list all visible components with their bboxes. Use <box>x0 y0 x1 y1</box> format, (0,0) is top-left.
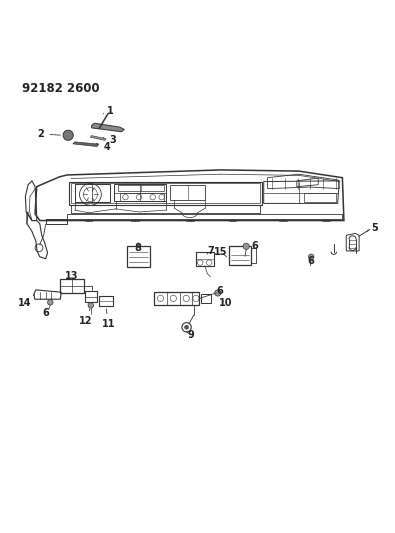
Text: 4: 4 <box>96 142 111 151</box>
Circle shape <box>214 290 221 296</box>
Text: 13: 13 <box>64 271 78 281</box>
Text: 11: 11 <box>102 309 115 329</box>
Circle shape <box>308 254 314 260</box>
Circle shape <box>88 303 94 308</box>
Polygon shape <box>90 135 106 140</box>
Text: 6: 6 <box>42 308 49 318</box>
Text: 15: 15 <box>214 247 228 257</box>
Circle shape <box>47 300 53 305</box>
Text: 12: 12 <box>79 309 93 326</box>
Text: 92182 2600: 92182 2600 <box>22 82 100 94</box>
Text: 9: 9 <box>186 330 194 340</box>
Text: 6: 6 <box>217 286 224 296</box>
Text: 6: 6 <box>246 241 258 251</box>
Circle shape <box>243 243 249 249</box>
Text: 2: 2 <box>38 129 60 139</box>
Polygon shape <box>92 123 124 132</box>
Circle shape <box>184 325 188 329</box>
Circle shape <box>63 130 73 140</box>
Text: 7: 7 <box>207 246 214 256</box>
Text: 10: 10 <box>219 298 232 308</box>
Polygon shape <box>73 142 99 147</box>
Text: 3: 3 <box>103 134 116 144</box>
Text: 8: 8 <box>135 243 142 253</box>
Text: 5: 5 <box>367 223 378 232</box>
Text: 6: 6 <box>308 256 314 266</box>
Text: 14: 14 <box>18 295 35 309</box>
Text: 1: 1 <box>103 106 113 116</box>
